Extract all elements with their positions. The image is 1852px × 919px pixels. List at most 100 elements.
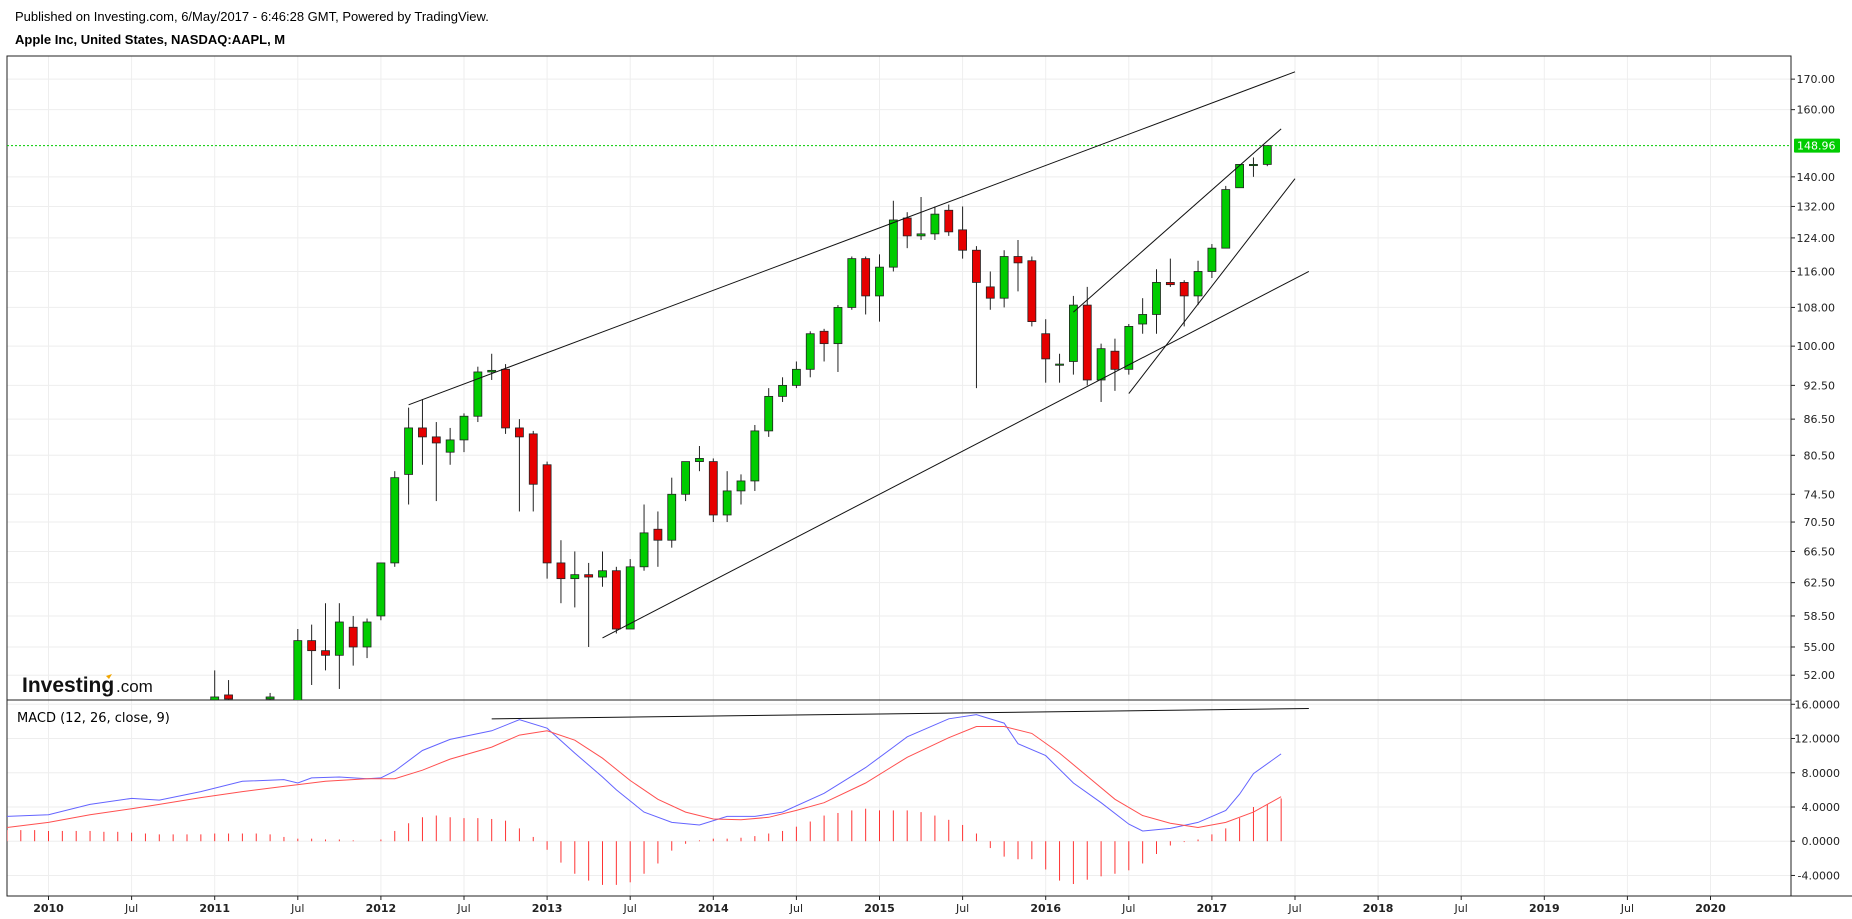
last-price-badge-bg	[1794, 138, 1840, 153]
logo-suffix-text: .com	[116, 677, 153, 696]
candle-body	[418, 427, 427, 438]
candle-body	[1069, 304, 1078, 362]
price-axis-label: 124.00	[1797, 232, 1836, 245]
candle-body	[1165, 282, 1175, 286]
price-axis-label: 70.50	[1804, 516, 1836, 529]
time-axis-label: Jul	[1620, 902, 1634, 915]
macd-trendline[interactable]	[491, 708, 1309, 720]
published-caption: Published on Investing.com, 6/May/2017 -…	[15, 9, 489, 24]
candle-body	[695, 458, 704, 462]
candle-body	[210, 696, 220, 700]
time-axis-label: Jul	[955, 902, 969, 915]
candle-body	[736, 480, 746, 492]
main-pane-frame	[6, 55, 1792, 701]
candle-body	[1193, 271, 1203, 297]
candle-body	[708, 461, 718, 516]
candle-body	[888, 219, 898, 268]
candle-body	[528, 433, 538, 485]
price-axis-label: 74.50	[1804, 488, 1836, 501]
candle-body	[861, 258, 871, 297]
price-axis-label: 160.00	[1797, 104, 1836, 117]
candle-body	[916, 233, 926, 237]
candle-body	[1179, 282, 1189, 297]
candle-body	[1262, 145, 1272, 165]
macd-line-signal	[7, 726, 1282, 829]
candle-body	[280, 705, 288, 715]
time-axis-labels: 2010 Jul 2011 Jul 2012 Jul 2013 Jul 2014 Jul 2015 J…	[33, 896, 1726, 915]
investing-logo: Investing .com	[22, 674, 153, 697]
candle-body	[1096, 348, 1106, 381]
candle-body	[875, 266, 884, 297]
time-axis-label: Jul	[290, 902, 304, 915]
candle-body	[972, 249, 981, 283]
time-axis-label: Jul	[1287, 902, 1301, 915]
price-axis-label: 52.00	[1804, 669, 1836, 682]
price-axis-label: 86.50	[1804, 413, 1836, 426]
candle-body	[1041, 333, 1051, 360]
time-axis-label: 2013	[532, 902, 563, 915]
candle-body	[847, 258, 857, 308]
candle-body	[334, 621, 344, 656]
candle-body	[750, 430, 760, 482]
candle-body	[625, 566, 635, 630]
candle-body	[431, 436, 441, 444]
candle-body	[376, 562, 386, 617]
candle-body	[667, 493, 677, 541]
trendlines[interactable]	[408, 71, 1310, 639]
candle-body	[930, 213, 940, 235]
candle-body	[764, 395, 774, 432]
candle-body	[1055, 363, 1064, 366]
candle-body	[487, 369, 497, 373]
time-axis-label: Jul	[1454, 902, 1468, 915]
time-axis-label: 2017	[1197, 902, 1228, 915]
macd-axis-label: 4.0000	[1802, 801, 1841, 814]
candle-body	[1082, 304, 1092, 381]
candle-body	[653, 528, 663, 541]
candle-body	[1013, 256, 1023, 264]
price-axis-label: 140.00	[1797, 171, 1836, 184]
macd-axis-label: 0.0000	[1802, 835, 1841, 848]
candle-body	[362, 621, 372, 648]
candle-body	[307, 640, 317, 652]
macd-title: MACD (12, 26, close, 9)	[17, 711, 170, 726]
trendline	[408, 71, 1296, 406]
candlestick-series	[210, 145, 1272, 715]
macd-axis-labels: 16.0000 12.0000 8.0000 4.0000 0.0000 -4.0000	[1791, 698, 1840, 882]
time-axis-label: 2016	[1030, 902, 1061, 915]
macd-axis-label: -4.0000	[1798, 869, 1840, 882]
candle-body	[1110, 350, 1120, 370]
time-axis-label: Jul	[456, 902, 470, 915]
macd-pane-frame	[6, 699, 1792, 897]
macd-trendline-line	[491, 708, 1309, 720]
candle-body	[985, 286, 995, 299]
candle-body	[902, 217, 912, 237]
price-axis-label: 116.00	[1797, 265, 1836, 278]
candle-body	[570, 574, 580, 580]
trendline	[602, 271, 1310, 639]
candle-body	[999, 256, 1009, 299]
price-axis-label: 80.50	[1804, 449, 1836, 462]
candle-body	[1235, 164, 1244, 189]
price-axis-labels: 170.00 160.00 140.00 132.00 124.00 116.00 108.…	[1791, 73, 1835, 682]
candle-body	[833, 307, 843, 345]
price-axis-label: 108.00	[1797, 301, 1836, 314]
candle-body	[501, 368, 510, 429]
candle-body	[639, 532, 649, 568]
candle-body	[445, 439, 455, 453]
grid-lines	[7, 56, 1791, 896]
time-axis-label: Jul	[124, 902, 138, 915]
time-axis-label: 2010	[33, 902, 64, 915]
price-axis-label: 100.00	[1797, 340, 1836, 353]
candle-body	[819, 330, 829, 345]
macd-axis-label: 16.0000	[1795, 698, 1841, 711]
candle-body	[404, 427, 414, 475]
trendline	[1073, 128, 1282, 313]
time-axis-label: 2019	[1529, 902, 1560, 915]
candle-body	[321, 650, 330, 656]
candle-body	[1124, 326, 1134, 370]
candle-body	[778, 384, 787, 397]
time-axis-label: 2015	[864, 902, 895, 915]
price-axis-label: 92.50	[1804, 379, 1836, 392]
candle-body	[1027, 260, 1037, 323]
